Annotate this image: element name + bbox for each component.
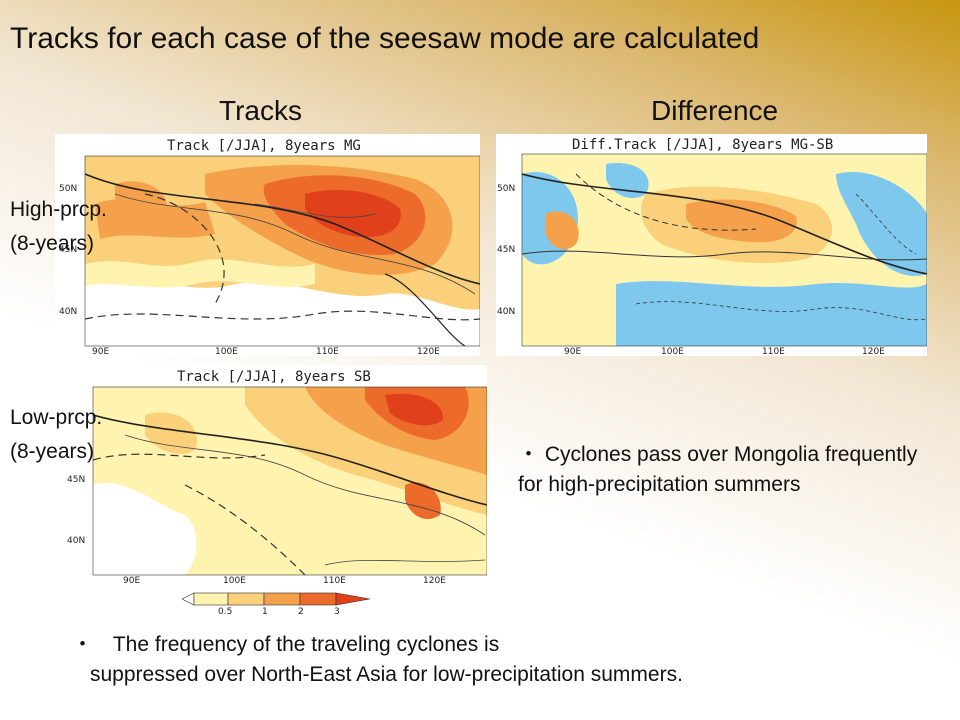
lat-tick: 50N	[497, 184, 515, 194]
row-label-line: Low-prcp.	[10, 406, 103, 429]
difference-bullet: ・ Cyclones pass over Mongolia frequently…	[518, 440, 918, 500]
track-map-high-precip: Track [/JJA], 8years MG 50N 45N 40N 90E …	[55, 134, 480, 356]
colorbar-tick: 0.5	[218, 607, 232, 616]
tracks-header: Tracks	[219, 95, 302, 126]
lon-tick: 100E	[661, 347, 684, 356]
map-title: Track [/JJA], 8years SB	[177, 369, 371, 385]
lon-tick: 110E	[762, 347, 785, 356]
lat-tick: 50N	[59, 184, 77, 194]
row-label-high-precip: High-prcp. (8-years)	[10, 193, 107, 261]
lon-tick: 120E	[423, 576, 446, 585]
lat-tick: 45N	[497, 245, 515, 255]
colorbar-segment	[335, 592, 371, 606]
lon-tick: 90E	[123, 576, 140, 585]
lat-tick: 45N	[67, 475, 85, 485]
row-label-line: (8-years)	[10, 440, 95, 463]
colorbar: 0.5 1 2 3	[181, 590, 402, 617]
row-label-line: High-prcp.	[10, 198, 107, 221]
bullet-text: The frequency of the traveling cyclones …	[112, 633, 500, 656]
colorbar-segment	[181, 592, 195, 606]
colorbar-segment	[299, 592, 337, 606]
lon-tick: 110E	[316, 347, 339, 356]
colorbar-segment	[263, 592, 301, 606]
lat-tick: 40N	[497, 307, 515, 317]
bullet-text: Cyclones pass over Mongolia frequently f…	[518, 443, 918, 496]
bullet-marker: ・	[72, 633, 93, 656]
row-label-line: (8-years)	[10, 232, 95, 255]
row-label-low-precip: Low-prcp. (8-years)	[10, 401, 102, 469]
difference-header: Difference	[651, 95, 779, 126]
map-title: Diff.Track [/JJA], 8years MG-SB	[572, 137, 833, 153]
lon-tick: 110E	[323, 576, 346, 585]
lon-tick: 120E	[417, 347, 440, 356]
bullet-marker: ・	[518, 443, 539, 466]
colorbar-segment	[227, 592, 265, 606]
difference-map: Diff.Track [/JJA], 8years MG-SB 50N 45N …	[496, 134, 927, 356]
lat-tick: 40N	[59, 307, 77, 317]
colorbar-tick: 3	[334, 607, 340, 616]
lon-tick: 120E	[862, 347, 885, 356]
lon-tick: 90E	[564, 347, 581, 356]
slide-title: Tracks for each case of the seesaw mode …	[10, 22, 760, 55]
lon-tick: 90E	[92, 347, 109, 356]
colorbar-tick: 1	[262, 607, 268, 616]
lat-tick: 45N	[59, 245, 77, 255]
lon-tick: 100E	[223, 576, 246, 585]
lat-tick: 40N	[67, 536, 85, 546]
colorbar-segment	[193, 592, 229, 606]
bullet-text: suppressed over North-East Asia for low-…	[90, 663, 683, 686]
track-map-low-precip: Track [/JJA], 8years SB 45N 40N 90E 100E…	[65, 365, 487, 585]
map-title: Track [/JJA], 8years MG	[167, 138, 361, 154]
colorbar-tick: 2	[298, 607, 304, 616]
frequency-bullet: ・ The frequency of the traveling cyclone…	[72, 630, 872, 690]
lon-tick: 100E	[215, 347, 238, 356]
